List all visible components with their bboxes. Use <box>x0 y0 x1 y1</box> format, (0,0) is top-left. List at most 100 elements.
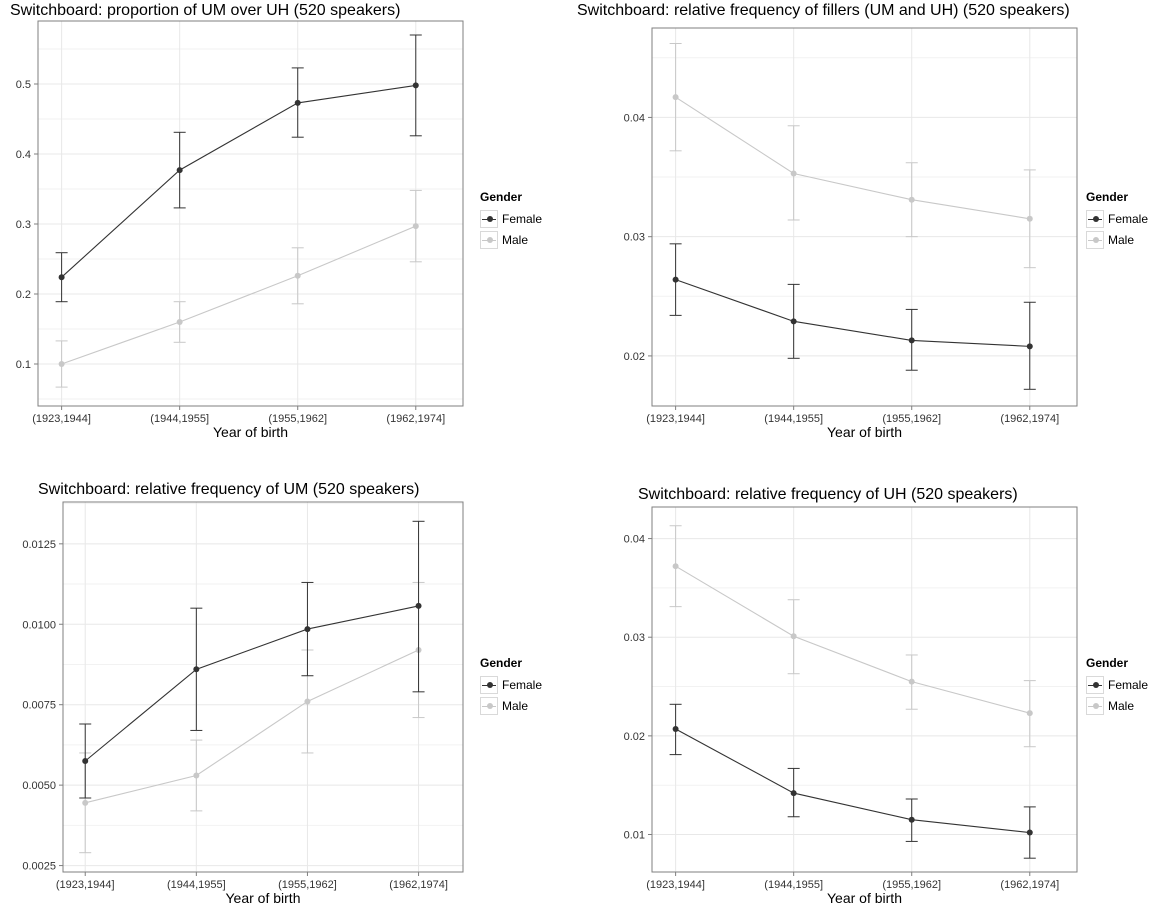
chart-plot: 0.0025 0.0050 0.0075 0.0100 0.0125 (1923,1944… <box>22 501 464 906</box>
legend: Gender Female Male <box>480 656 542 716</box>
data-point-female <box>672 276 679 283</box>
x-tick-label: (1923,1944] <box>646 413 705 425</box>
legend-key-male <box>480 230 498 249</box>
legend-item-female: Female <box>1086 208 1148 229</box>
data-point-female <box>412 82 419 89</box>
x-tick-label: (1944,1955] <box>167 879 226 891</box>
chart-title: Switchboard: relative frequency of UM (5… <box>38 481 420 498</box>
plot-frame <box>651 506 1078 873</box>
y-tick-label: 0.0125 <box>22 539 56 551</box>
data-point-male <box>412 223 419 230</box>
x-tick-label: (1923,1944] <box>646 879 705 891</box>
x-tick-label: (1944,1955] <box>764 879 823 891</box>
x-axis-label: Year of birth <box>827 424 902 440</box>
legend-key-male <box>480 696 498 715</box>
y-tick-label: 0.0050 <box>22 780 56 792</box>
data-point-female <box>193 666 200 673</box>
data-point-male <box>193 772 200 779</box>
legend-title: Gender <box>480 190 523 204</box>
x-tick-label: (1962,1974] <box>386 413 445 425</box>
y-tick-label: 0.04 <box>624 112 645 124</box>
data-point-male <box>294 272 301 279</box>
y-tick-label: 0.0025 <box>22 861 56 873</box>
x-tick-label: (1944,1955] <box>764 413 823 425</box>
data-point-male <box>176 319 183 325</box>
series-line-male <box>61 225 416 365</box>
legend-item-male: Male <box>1086 229 1148 250</box>
legend-item-male: Male <box>1086 695 1148 716</box>
legend-label: Male <box>1108 232 1135 247</box>
data-point-female <box>304 626 311 633</box>
legend: Gender Female Male <box>480 190 542 250</box>
chart-title: Switchboard: proportion of UM over UH (5… <box>10 2 401 19</box>
series-line-female <box>61 84 416 278</box>
series-line-female <box>84 605 419 762</box>
y-tick-label: 0.3 <box>16 219 31 231</box>
data-point-male <box>908 678 915 685</box>
plot-frame <box>37 20 464 407</box>
x-tick-label: (1955,1962] <box>882 879 941 891</box>
data-point-female <box>790 790 797 797</box>
legend-key-female <box>1086 209 1104 228</box>
x-axis-label: Year of birth <box>827 890 902 906</box>
data-point-male <box>908 196 915 203</box>
y-tick-label: 0.2 <box>16 289 31 301</box>
x-axis-label: Year of birth <box>213 424 288 440</box>
legend-label: Female <box>502 677 543 692</box>
legend-item-female: Female <box>480 208 542 229</box>
plot-frame <box>62 501 464 873</box>
x-tick-label: (1955,1962] <box>268 413 327 425</box>
x-tick-label: (1923,1944] <box>56 879 115 891</box>
x-tick-label: (1962,1974] <box>389 879 448 891</box>
legend-key-female <box>1086 675 1104 694</box>
y-tick-label: 0.1 <box>16 359 31 371</box>
data-point-female <box>908 816 915 823</box>
chart-plot: 0.01 0.02 0.03 0.04 (1923,1944] (1944,1955] (1… <box>624 506 1078 906</box>
series-line-male <box>85 649 419 804</box>
legend-item-male: Male <box>480 229 542 250</box>
chart-plot: 0.1 0.2 0.3 0.4 0.5 (1923,1944] (1944,1955] (19… <box>16 20 464 440</box>
y-tick-label: 0.03 <box>624 232 645 244</box>
series-line-female <box>675 728 1030 834</box>
data-point-male <box>1026 710 1033 717</box>
data-point-female <box>294 99 301 106</box>
legend-label: Male <box>1108 698 1135 713</box>
data-point-male <box>304 698 311 705</box>
legend-key-male <box>1086 230 1104 249</box>
legend-label: Female <box>502 211 543 226</box>
legend-title: Gender <box>1086 190 1129 204</box>
series-line-female <box>675 279 1030 347</box>
legend-title: Gender <box>480 656 523 670</box>
data-point-female <box>790 318 797 325</box>
chart-title: Switchboard: relative frequency of fille… <box>577 2 1070 19</box>
data-point-male <box>1026 215 1033 222</box>
data-point-male <box>82 799 89 806</box>
legend-key-female <box>480 209 498 228</box>
data-point-male <box>672 94 679 101</box>
legend-key-male <box>1086 696 1104 715</box>
y-tick-label: 0.02 <box>624 351 645 363</box>
y-tick-label: 0.02 <box>624 731 645 743</box>
data-point-male <box>672 563 679 570</box>
x-tick-label: (1955,1962] <box>882 413 941 425</box>
y-tick-label: 0.5 <box>16 79 31 91</box>
y-tick-label: 0.04 <box>624 534 645 546</box>
y-tick-label: 0.4 <box>16 149 31 161</box>
x-axis-label: Year of birth <box>226 890 301 906</box>
legend-item-female: Female <box>1086 674 1148 695</box>
data-point-female <box>176 167 183 174</box>
plot-frame <box>651 27 1078 407</box>
x-tick-label: (1923,1944] <box>32 413 91 425</box>
data-point-female <box>908 337 915 344</box>
series-line-male <box>675 96 1030 220</box>
legend-title: Gender <box>1086 656 1129 670</box>
x-tick-label: (1962,1974] <box>1000 413 1059 425</box>
legend-item-male: Male <box>480 695 542 716</box>
data-point-female <box>672 725 679 732</box>
series-line-male <box>675 565 1030 714</box>
x-tick-label: (1944,1955] <box>150 413 209 425</box>
data-point-male <box>790 170 797 177</box>
legend-label: Female <box>1108 677 1149 692</box>
data-point-female <box>415 602 422 609</box>
legend-label: Male <box>502 232 529 247</box>
